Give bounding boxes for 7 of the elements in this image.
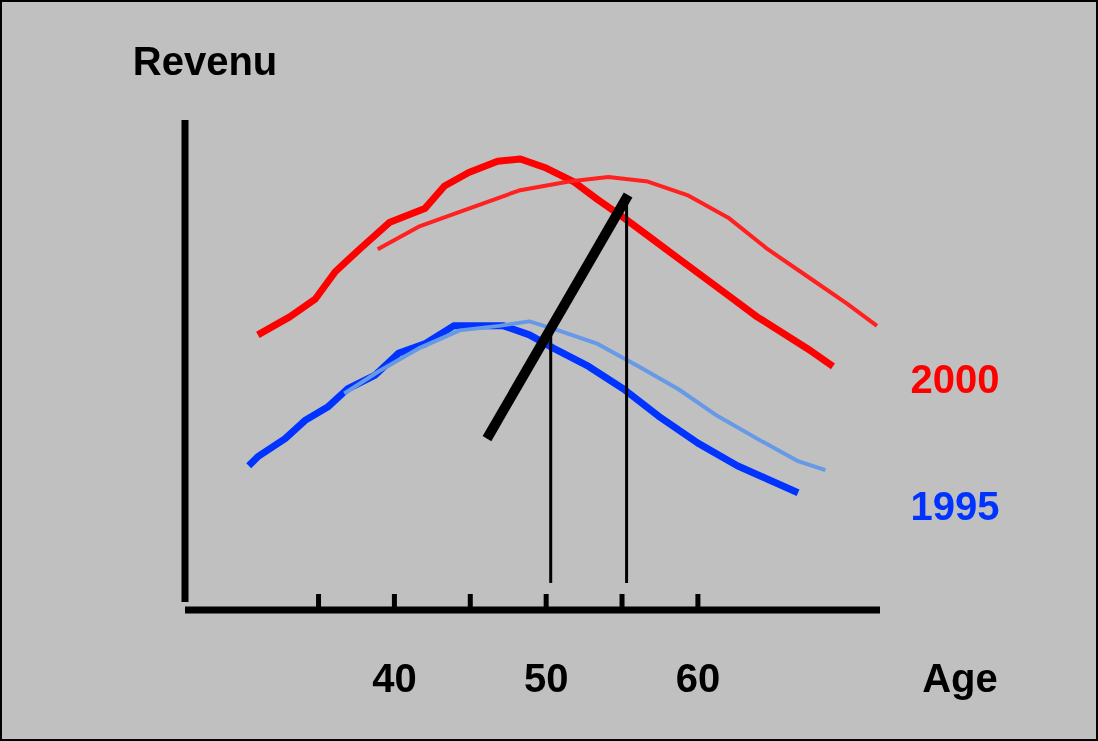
x-tick-label: 50	[523, 656, 569, 700]
x-tick-label: 40	[372, 656, 417, 700]
y-axis-title: Revenu	[132, 39, 278, 83]
series-label: 2000	[910, 357, 1000, 402]
text: 1995	[910, 483, 1000, 528]
x-tick-label: 60	[675, 656, 721, 700]
x-axis-title: Age	[922, 656, 998, 700]
